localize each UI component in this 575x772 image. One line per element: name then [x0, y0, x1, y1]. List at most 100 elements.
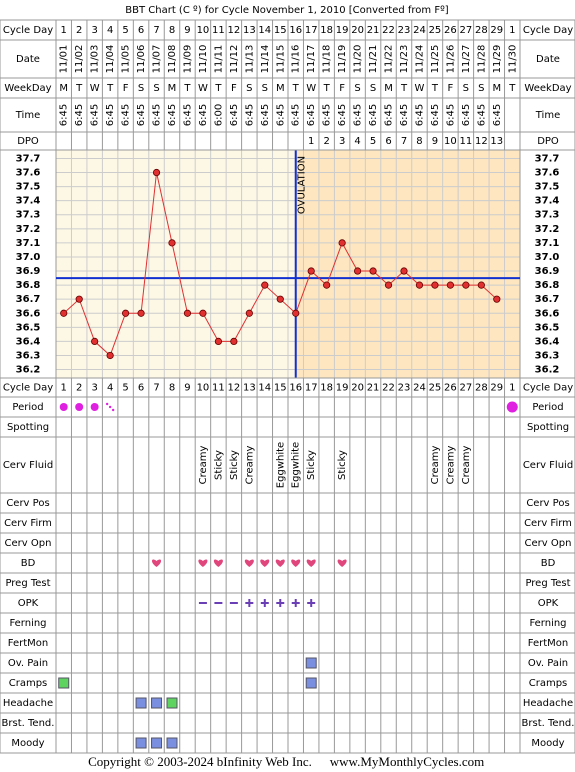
cycle-day: 19	[336, 383, 349, 394]
cerv-fluid: Creamy	[244, 446, 255, 485]
row-label-right: Headache	[523, 698, 573, 709]
date: 11/17	[306, 45, 317, 74]
temperature-point	[60, 309, 68, 317]
date: 11/11	[213, 45, 224, 74]
row-label-right: Date	[536, 54, 560, 65]
y-tick-label-right: 36.3	[535, 350, 560, 361]
weekday: F	[448, 83, 454, 94]
row-label-right: Cerv Opn	[525, 538, 572, 549]
period-dot	[506, 401, 518, 413]
y-tick-label-right: 36.7	[535, 294, 560, 305]
cycle-day: 1	[61, 25, 67, 36]
cycle-day: 10	[197, 383, 210, 394]
row-label: OPK	[18, 598, 39, 609]
time: 6:45	[306, 104, 317, 126]
chart-bg-pre	[56, 150, 296, 378]
cycle-day: 7	[153, 25, 159, 36]
temperature-point	[245, 309, 253, 317]
row-label: Ov. Pain	[8, 658, 48, 669]
cycle-day: 29	[490, 383, 503, 394]
cycle-day: 20	[351, 383, 364, 394]
temperature-point	[168, 239, 176, 247]
date: 11/30	[507, 45, 518, 74]
row-label: WeekDay	[4, 83, 51, 94]
row-label-right: Ov. Pain	[528, 658, 568, 669]
weekday: T	[214, 83, 222, 94]
bd-heart	[337, 559, 347, 567]
cerv-fluid: Eggwhite	[291, 442, 302, 488]
temperature-point	[106, 351, 114, 360]
date: 11/01	[59, 45, 70, 74]
weekday: T	[292, 83, 300, 94]
symptom-square	[151, 697, 163, 709]
row-label-right: Time	[535, 110, 560, 121]
y-tick-label: 37.0	[16, 252, 41, 263]
symptom-square	[305, 677, 317, 689]
temperature-point	[493, 295, 501, 303]
row-label-right: Cycle Day	[523, 383, 573, 394]
temperature-point	[214, 337, 222, 346]
weekday: M	[276, 83, 285, 94]
cycle-day: 27	[459, 25, 472, 36]
cycle-day: 18	[320, 25, 333, 36]
cycle-day: 9	[184, 25, 190, 36]
weekday: S	[246, 83, 252, 94]
cycle-day: 13	[243, 25, 256, 36]
weekday: S	[370, 83, 376, 94]
time: 6:45	[198, 104, 209, 126]
y-tick-label: 36.8	[16, 280, 41, 291]
cycle-day: 4	[107, 383, 113, 394]
symptom-square	[135, 697, 147, 709]
date: 11/25	[430, 45, 441, 74]
cycle-day: 2	[76, 25, 82, 36]
cycle-day: 22	[382, 383, 395, 394]
bd-heart	[260, 559, 270, 567]
cycle-day: 15	[274, 25, 287, 36]
temperature-point	[292, 309, 300, 317]
cycle-day: 10	[197, 25, 210, 36]
cycle-day: 14	[258, 383, 271, 394]
cerv-fluid: Sticky	[337, 450, 348, 480]
time: 6:45	[445, 104, 456, 126]
time: 6:45	[105, 104, 116, 126]
y-tick-label: 36.4	[16, 336, 41, 347]
cycle-day: 24	[413, 383, 426, 394]
time: 6:45	[59, 104, 70, 126]
row-label-right: Period	[532, 402, 563, 413]
date: 11/23	[399, 45, 410, 74]
temperature-point	[91, 337, 99, 346]
time: 6:45	[492, 104, 503, 126]
y-tick-label-right: 36.9	[535, 266, 560, 277]
dpo: 5	[370, 136, 376, 147]
cerv-fluid: Sticky	[229, 450, 240, 480]
row-label: FertMon	[8, 638, 48, 649]
weekday: F	[123, 83, 129, 94]
temperature-point	[122, 309, 130, 317]
row-label-right: Preg Test	[525, 578, 570, 589]
row-label: Cycle Day	[3, 25, 53, 36]
bd-heart	[275, 559, 285, 567]
dpo: 11	[459, 136, 472, 147]
date: 11/14	[260, 45, 271, 74]
cycle-day: 15	[274, 383, 287, 394]
dpo: 12	[475, 136, 488, 147]
time: 6:45	[90, 104, 101, 126]
cycle-day: 14	[258, 25, 271, 36]
bd-heart	[152, 559, 162, 567]
weekday: W	[90, 83, 100, 94]
row-label: Cerv Fluid	[3, 460, 53, 471]
cycle-day: 24	[413, 25, 426, 36]
weekday: S	[478, 83, 484, 94]
row-label-right: FertMon	[528, 638, 568, 649]
dpo: 13	[490, 136, 503, 147]
row-label: Ferning	[9, 618, 46, 629]
cerv-fluid: Creamy	[198, 446, 209, 485]
temperature-point	[353, 267, 362, 275]
cycle-day: 16	[289, 383, 302, 394]
row-label: Moody	[11, 738, 44, 749]
cerv-fluid: Creamy	[445, 446, 456, 485]
time: 6:45	[260, 104, 271, 126]
cycle-day: 5	[122, 383, 128, 394]
row-label-right: OPK	[538, 598, 559, 609]
y-tick-label-right: 36.2	[535, 365, 560, 376]
